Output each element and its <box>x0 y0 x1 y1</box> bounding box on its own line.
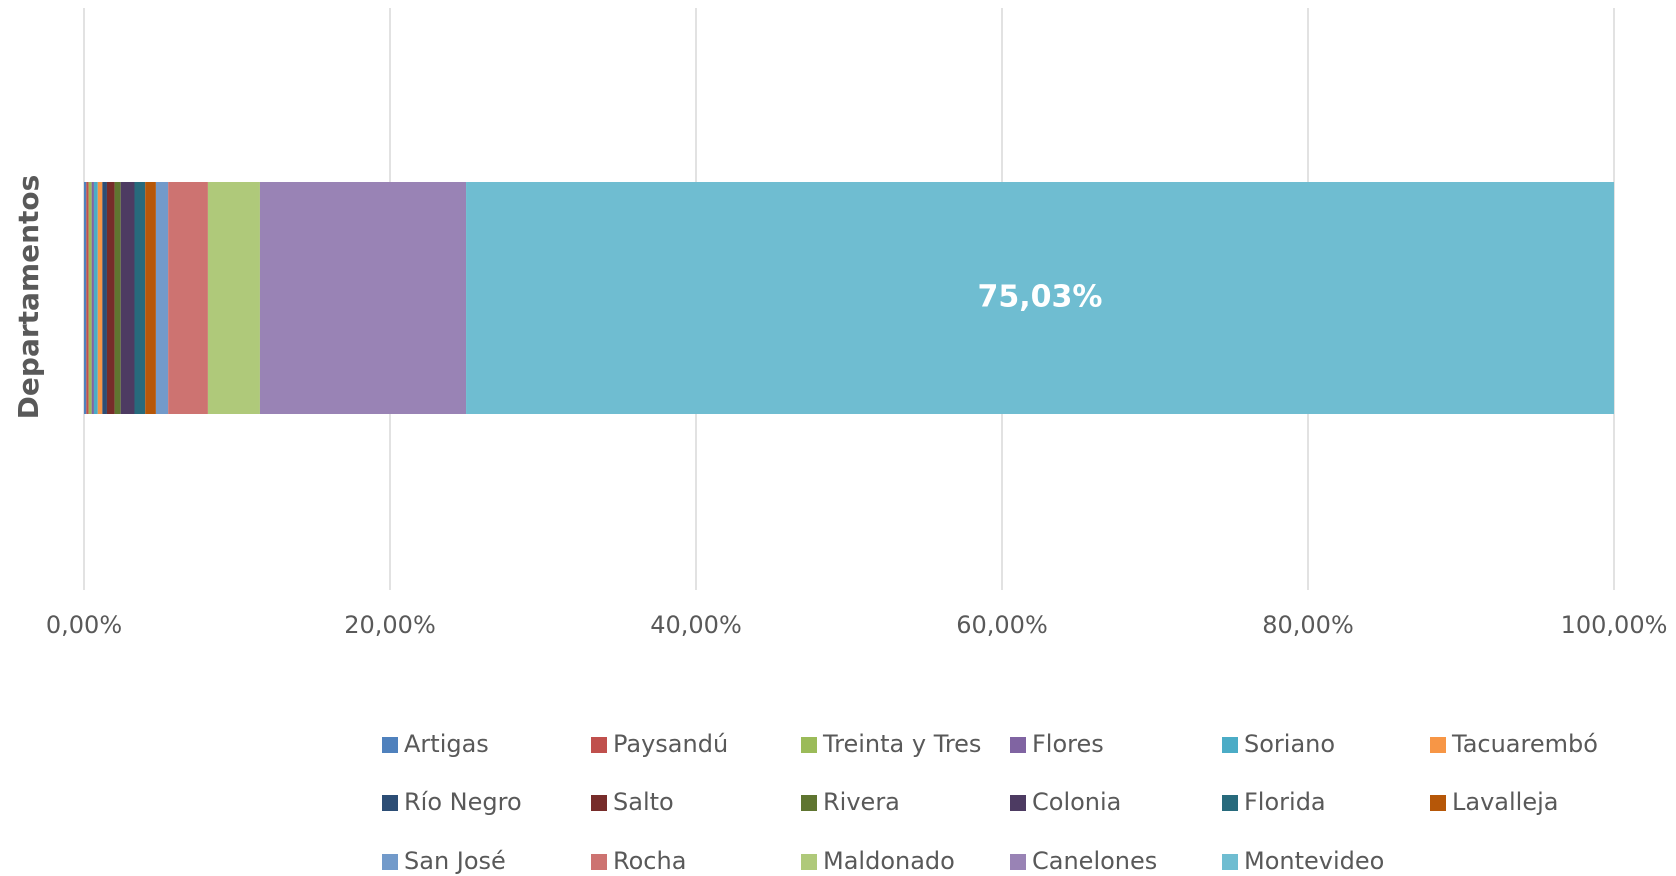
bar-segment <box>466 182 1614 414</box>
bar-segment <box>145 182 156 414</box>
x-tick-label: 60,00% <box>956 611 1048 639</box>
legend-label: Canelones <box>1032 847 1157 875</box>
legend-label: Soriano <box>1244 730 1335 758</box>
bar-segment <box>84 182 87 414</box>
legend-label: Flores <box>1032 730 1104 758</box>
legend-swatch <box>1222 795 1238 811</box>
x-tick-label: 40,00% <box>650 611 742 639</box>
legend-swatch <box>382 795 398 811</box>
legend-swatch <box>591 854 607 870</box>
bar-segment <box>93 182 98 414</box>
bar-segment <box>102 182 107 414</box>
legend-label: Lavalleja <box>1452 788 1558 816</box>
legend-swatch <box>1222 854 1238 870</box>
legend-label: Rivera <box>823 788 900 816</box>
y-axis-title: Departamentos <box>12 175 45 420</box>
x-tick-label: 100,00% <box>1561 611 1668 639</box>
legend-label: Florida <box>1244 788 1326 816</box>
legend-label: Rocha <box>613 847 686 875</box>
legend-swatch <box>1222 737 1238 753</box>
legend-label: Paysandú <box>613 730 728 758</box>
bar-segment <box>155 182 169 414</box>
bar-segment <box>207 182 260 414</box>
bar-segment <box>106 182 115 414</box>
legend-swatch <box>801 795 817 811</box>
legend-swatch <box>382 854 398 870</box>
legend-swatch <box>1010 795 1026 811</box>
legend-swatch <box>591 737 607 753</box>
data-label: 75,03% <box>978 280 1103 315</box>
bar-segment <box>86 182 89 414</box>
x-tick-label: 20,00% <box>344 611 436 639</box>
legend-label: Colonia <box>1032 788 1121 816</box>
legend-label: Salto <box>613 788 674 816</box>
legend-swatch <box>591 795 607 811</box>
legend-label: Tacuarembó <box>1451 730 1598 758</box>
bar-segment <box>91 182 94 414</box>
legend-swatch <box>1430 737 1446 753</box>
bar-segment <box>97 182 103 414</box>
legend-swatch <box>801 854 817 870</box>
legend-label: San José <box>404 847 506 875</box>
legend-label: Treinta y Tres <box>822 730 981 758</box>
bar-segment <box>259 182 467 414</box>
legend-label: Río Negro <box>404 788 522 816</box>
bar-segment <box>120 182 135 414</box>
bar-segment <box>134 182 146 414</box>
legend-swatch <box>1010 854 1026 870</box>
legend-swatch <box>1010 737 1026 753</box>
legend-swatch <box>1430 795 1446 811</box>
x-tick-label: 0,00% <box>46 611 122 639</box>
legend-label: Maldonado <box>823 847 955 875</box>
legend-label: Montevideo <box>1244 847 1384 875</box>
legend-swatch <box>382 737 398 753</box>
bar-segment <box>168 182 208 414</box>
x-tick-label: 80,00% <box>1262 611 1354 639</box>
legend-label: Artigas <box>404 730 489 758</box>
bar-segment <box>114 182 121 414</box>
bar-segment <box>88 182 92 414</box>
legend-swatch <box>801 737 817 753</box>
